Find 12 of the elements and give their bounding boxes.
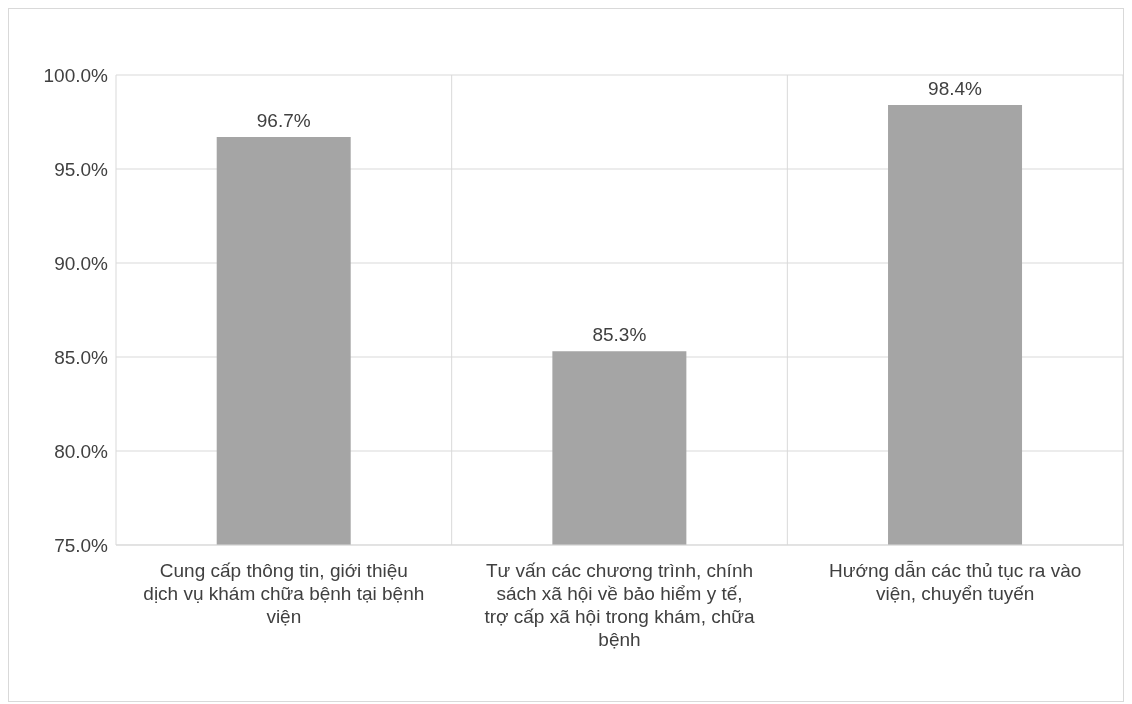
y-tick-label: 75.0% bbox=[54, 534, 109, 556]
x-tick-label: Tư vấn các chương trình, chính sách xã hội về bảo hiểm y tế, trợ cấp xã hội trong khám, chữa bệnh bbox=[484, 560, 756, 650]
y-tick-label: 85.0% bbox=[54, 346, 109, 368]
x-tick-label: Cung cấp thông tin, giới thiệu dịch vụ khám chữa bệnh tại bệnh viện bbox=[143, 560, 425, 627]
data-label: 98.4% bbox=[928, 78, 983, 100]
y-tick-label: 90.0% bbox=[54, 252, 109, 274]
x-tick-label: Hướng dẫn các thủ tục ra vào viện, chuyển tuyến bbox=[829, 560, 1082, 604]
data-label: 96.7% bbox=[256, 110, 311, 132]
y-tick-label: 95.0% bbox=[54, 158, 109, 180]
data-label: 85.3% bbox=[592, 324, 647, 346]
y-tick-label: 80.0% bbox=[54, 440, 109, 462]
y-tick-label: 100.0% bbox=[43, 64, 109, 86]
